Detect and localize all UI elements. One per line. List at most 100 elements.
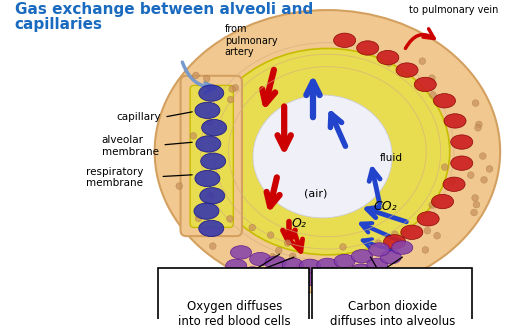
Circle shape (385, 60, 392, 66)
Ellipse shape (380, 250, 401, 264)
Text: Gas exchange between alveoli and: Gas exchange between alveoli and (14, 2, 313, 17)
Ellipse shape (205, 48, 450, 255)
Text: alveolar
membrane: alveolar membrane (102, 135, 159, 157)
Circle shape (284, 240, 291, 246)
Circle shape (473, 201, 480, 208)
Circle shape (227, 96, 234, 103)
Ellipse shape (335, 268, 356, 281)
Ellipse shape (401, 225, 423, 239)
Ellipse shape (195, 170, 220, 187)
Ellipse shape (253, 95, 392, 218)
Ellipse shape (299, 259, 321, 273)
Ellipse shape (450, 135, 473, 149)
Circle shape (392, 231, 399, 238)
Ellipse shape (369, 243, 390, 256)
Ellipse shape (195, 102, 220, 119)
Circle shape (192, 72, 199, 79)
Text: capillaries: capillaries (14, 17, 102, 32)
Circle shape (429, 92, 436, 98)
Circle shape (267, 232, 274, 238)
Ellipse shape (377, 50, 399, 65)
Ellipse shape (199, 220, 224, 237)
Ellipse shape (201, 153, 226, 169)
Ellipse shape (250, 252, 271, 266)
Ellipse shape (201, 120, 227, 136)
FancyBboxPatch shape (312, 268, 472, 320)
FancyBboxPatch shape (190, 85, 233, 227)
Circle shape (276, 247, 282, 254)
Text: respiratory
membrane: respiratory membrane (85, 167, 143, 188)
Ellipse shape (350, 264, 372, 277)
Circle shape (467, 172, 474, 179)
Ellipse shape (272, 273, 294, 286)
Text: fluid: fluid (380, 153, 403, 163)
Circle shape (422, 247, 429, 253)
Ellipse shape (194, 203, 219, 219)
Text: from
pulmonary
artery: from pulmonary artery (225, 24, 277, 57)
Ellipse shape (392, 241, 413, 254)
Circle shape (269, 254, 276, 260)
Ellipse shape (265, 256, 286, 270)
Circle shape (190, 132, 197, 139)
Circle shape (481, 177, 488, 183)
Ellipse shape (226, 259, 247, 273)
Circle shape (375, 240, 382, 247)
Circle shape (475, 124, 481, 131)
Circle shape (229, 86, 235, 92)
Ellipse shape (282, 258, 303, 272)
Ellipse shape (431, 194, 454, 209)
Text: Oxygen diffuses
into red blood cells: Oxygen diffuses into red blood cells (178, 300, 290, 328)
Ellipse shape (334, 254, 355, 268)
Circle shape (204, 75, 210, 82)
Text: O₂: O₂ (291, 217, 306, 230)
Text: (air): (air) (304, 189, 328, 199)
FancyBboxPatch shape (181, 76, 242, 236)
Circle shape (475, 121, 482, 128)
Circle shape (471, 209, 478, 216)
Circle shape (195, 215, 202, 222)
Ellipse shape (414, 77, 436, 92)
Ellipse shape (443, 177, 465, 192)
Ellipse shape (231, 246, 252, 259)
Circle shape (367, 257, 374, 264)
Circle shape (472, 195, 479, 201)
Ellipse shape (319, 271, 340, 284)
Circle shape (289, 253, 296, 260)
Ellipse shape (384, 235, 405, 249)
Circle shape (297, 262, 304, 269)
Circle shape (486, 166, 493, 172)
Circle shape (472, 100, 479, 107)
Circle shape (340, 244, 346, 250)
Circle shape (480, 153, 486, 159)
Ellipse shape (303, 273, 324, 286)
FancyBboxPatch shape (158, 268, 309, 320)
Circle shape (207, 192, 214, 199)
Circle shape (419, 58, 426, 64)
Ellipse shape (155, 10, 500, 293)
Text: capillary: capillary (116, 112, 161, 122)
Ellipse shape (417, 211, 439, 226)
Ellipse shape (434, 94, 455, 108)
Ellipse shape (357, 41, 379, 55)
Circle shape (207, 119, 213, 126)
Ellipse shape (396, 63, 418, 77)
Circle shape (441, 164, 448, 171)
Circle shape (434, 232, 440, 239)
Circle shape (271, 255, 278, 261)
Ellipse shape (258, 271, 278, 284)
Ellipse shape (200, 188, 225, 204)
Ellipse shape (317, 258, 338, 272)
Circle shape (316, 269, 323, 276)
Ellipse shape (199, 85, 224, 101)
Circle shape (176, 183, 183, 189)
Ellipse shape (333, 33, 356, 47)
Text: to pulmonary vein: to pulmonary vein (409, 5, 498, 15)
Circle shape (249, 224, 255, 231)
Text: CO₂: CO₂ (373, 200, 397, 213)
Circle shape (449, 178, 456, 185)
Circle shape (277, 257, 284, 264)
Ellipse shape (242, 267, 263, 280)
Ellipse shape (196, 136, 221, 152)
Text: Carbon dioxide
diffuses into alveolus: Carbon dioxide diffuses into alveolus (330, 300, 455, 328)
Circle shape (209, 243, 216, 250)
